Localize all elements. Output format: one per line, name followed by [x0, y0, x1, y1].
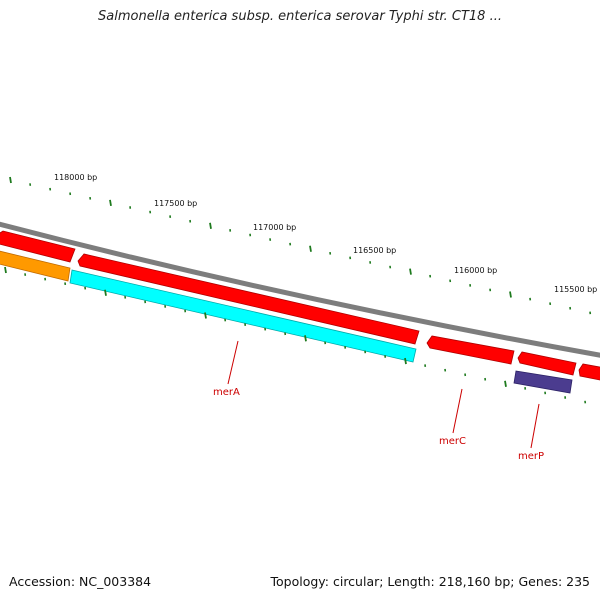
- gene-upstream-merA[interactable]: [77, 253, 420, 345]
- merC-label[interactable]: merC: [439, 436, 466, 447]
- merA-feature[interactable]: [69, 269, 417, 363]
- outer-tick-major: [309, 245, 312, 252]
- inner-tick-major: [504, 380, 507, 387]
- gene-right-edge[interactable]: [578, 363, 600, 381]
- backbone: [0, 221, 600, 358]
- other-features: [0, 250, 573, 394]
- outer-tick-major: [109, 199, 112, 207]
- bp-label-115500: 115500 bp: [554, 285, 597, 294]
- outer-tick-major: [9, 176, 12, 184]
- inner-tick-major: [304, 335, 307, 342]
- orange-feature[interactable]: [0, 250, 71, 282]
- gene-merC[interactable]: [426, 335, 515, 365]
- bp-label-117000: 117000 bp: [253, 223, 296, 232]
- inner-tick-major: [104, 289, 107, 296]
- outer-tick-major: [409, 268, 412, 275]
- outer-tick-major: [209, 222, 212, 229]
- merP-label[interactable]: merP: [518, 451, 544, 462]
- map-summary-text: Topology: circular; Length: 218,160 bp; …: [270, 574, 591, 589]
- bp-scale-labels: 118000 bp 117500 bp 117000 bp 116500 bp …: [54, 173, 597, 294]
- inner-tick-major: [404, 357, 407, 365]
- forward-strand-genes: [0, 230, 600, 381]
- inner-tick-major: [204, 312, 207, 319]
- inner-tick-major: [4, 266, 7, 274]
- merP-leader: [530, 403, 540, 449]
- merA-leader: [227, 340, 239, 385]
- outer-tick-major: [509, 291, 512, 298]
- gene-merT[interactable]: [517, 351, 577, 376]
- merA-label[interactable]: merA: [213, 387, 240, 398]
- merP-feature[interactable]: [513, 370, 573, 394]
- outer-scale-ticks: [9, 176, 592, 315]
- gene-left-edge[interactable]: [0, 230, 76, 263]
- gene-labels: merA merC merP: [213, 340, 544, 462]
- bp-label-117500: 117500 bp: [154, 199, 197, 208]
- merC-leader: [452, 388, 463, 434]
- map-title: Salmonella enterica subsp. enterica sero…: [98, 9, 502, 24]
- bp-label-116500: 116500 bp: [353, 246, 396, 255]
- bp-label-118000: 118000 bp: [54, 173, 97, 182]
- accession-text: Accession: NC_003384: [9, 574, 152, 589]
- inner-scale-ticks: [4, 266, 587, 404]
- bp-label-116000: 116000 bp: [454, 266, 497, 275]
